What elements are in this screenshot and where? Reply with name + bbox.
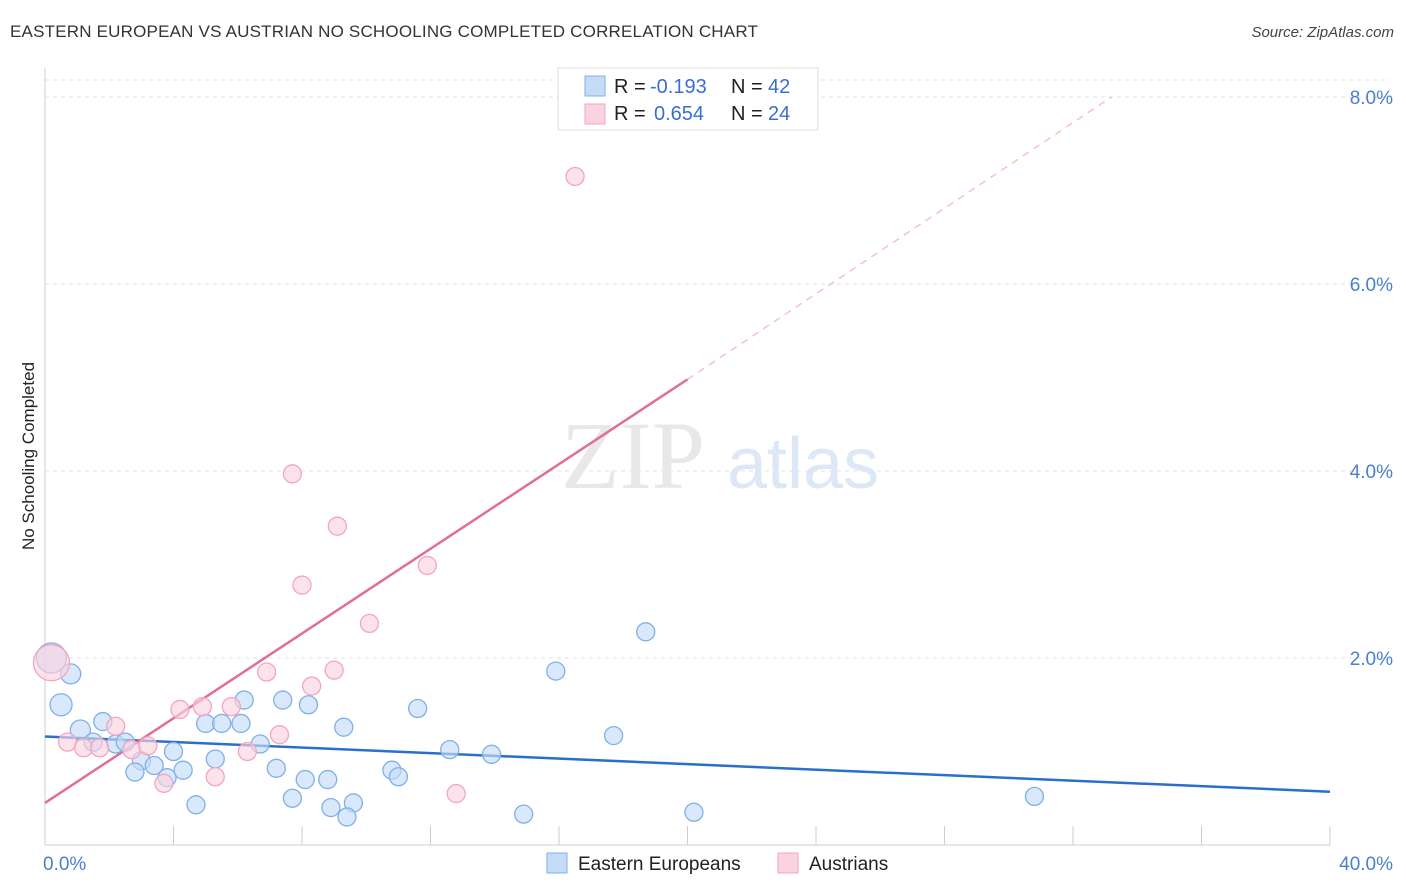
point-austrian-2 xyxy=(73,738,94,758)
point-eastern-37 xyxy=(321,797,341,818)
point-austrian-1 xyxy=(57,732,78,752)
point-austrian-11 xyxy=(221,696,241,717)
series-legend-label-eastern: Eastern Europeans xyxy=(578,854,741,875)
legend-r-label-austrian: R = xyxy=(614,103,646,125)
point-eastern-2 xyxy=(49,693,73,717)
watermark: ZIP atlas xyxy=(561,402,879,509)
watermark-atlas: atlas xyxy=(727,424,879,504)
watermark-zip: ZIP xyxy=(561,402,705,509)
point-eastern-14 xyxy=(195,713,216,734)
series-legend: Eastern Europeans Austrians xyxy=(546,852,888,875)
point-austrian-4 xyxy=(106,716,126,736)
point-eastern-38 xyxy=(337,807,357,827)
point-eastern-12 xyxy=(163,741,184,762)
point-austrian-5 xyxy=(122,739,142,760)
point-eastern-32 xyxy=(546,661,566,681)
point-eastern-20 xyxy=(266,758,286,778)
trend-line-0 xyxy=(44,735,1331,793)
point-eastern-35 xyxy=(186,795,206,815)
point-eastern-29 xyxy=(407,698,428,719)
tick-labels: 2.0% 4.0% 6.0% 8.0% 0.0% 40.0% xyxy=(43,88,1393,875)
point-eastern-28 xyxy=(388,767,409,787)
point-eastern-21 xyxy=(273,690,293,710)
point-eastern-22 xyxy=(295,769,315,790)
point-eastern-24 xyxy=(318,769,338,790)
point-eastern-23 xyxy=(298,695,319,715)
axes xyxy=(44,68,1331,846)
point-austrian-0 xyxy=(32,644,71,682)
point-austrian-21 xyxy=(417,555,437,576)
series-legend-swatch-austrian xyxy=(777,852,799,874)
point-eastern-16 xyxy=(205,749,225,769)
grid-lines xyxy=(45,79,1390,659)
point-eastern-15 xyxy=(212,713,232,734)
point-eastern-31 xyxy=(481,744,502,764)
point-eastern-39 xyxy=(514,804,534,824)
legend-r-value-eastern: -0.193 xyxy=(650,76,707,98)
point-austrian-9 xyxy=(192,696,213,717)
point-austrian-18 xyxy=(324,660,344,680)
stats-legend: R = -0.193 N = 42 R = 0.654 N = 24 xyxy=(557,67,819,131)
point-austrian-13 xyxy=(257,662,277,682)
point-austrian-22 xyxy=(446,783,466,804)
y-tick-label-0: 2.0% xyxy=(1350,649,1393,670)
point-austrian-7 xyxy=(154,773,174,793)
point-austrian-6 xyxy=(138,736,158,756)
point-austrian-10 xyxy=(205,767,225,787)
point-austrian-12 xyxy=(237,741,258,762)
point-eastern-40 xyxy=(684,802,704,822)
legend-n-value-eastern: 42 xyxy=(768,76,790,98)
data-points xyxy=(32,166,1045,827)
legend-r-label-eastern: R = xyxy=(614,76,646,98)
point-eastern-30 xyxy=(440,739,460,760)
legend-swatch-eastern xyxy=(584,75,606,97)
point-eastern-33 xyxy=(603,725,624,746)
point-austrian-20 xyxy=(359,613,380,634)
point-eastern-10 xyxy=(125,762,145,782)
point-eastern-17 xyxy=(231,713,251,734)
point-austrian-23 xyxy=(565,166,585,187)
point-austrian-14 xyxy=(269,725,290,745)
point-austrian-16 xyxy=(292,575,312,595)
legend-swatch-austrian xyxy=(584,103,606,125)
chart-title: EASTERN EUROPEAN VS AUSTRIAN NO SCHOOLIN… xyxy=(10,22,759,41)
point-austrian-15 xyxy=(282,464,303,484)
legend-n-label-eastern: N = xyxy=(731,76,763,98)
point-austrian-19 xyxy=(327,516,347,536)
point-austrian-17 xyxy=(301,676,322,696)
trend-extension-1 xyxy=(687,96,1112,380)
point-eastern-13 xyxy=(173,760,193,780)
series-legend-swatch-eastern xyxy=(546,852,568,874)
x-tick-label-0: 0.0% xyxy=(43,854,86,875)
point-austrian-3 xyxy=(89,738,110,758)
point-eastern-9 xyxy=(144,755,164,776)
y-axis-label: No Schooling Completed xyxy=(19,362,38,550)
point-eastern-25 xyxy=(334,717,354,737)
y-tick-label-3: 8.0% xyxy=(1350,88,1393,109)
y-tick-label-2: 6.0% xyxy=(1350,275,1393,296)
x-tick-label-1: 40.0% xyxy=(1339,854,1393,875)
point-austrian-8 xyxy=(170,699,190,720)
legend-n-label-austrian: N = xyxy=(731,103,763,125)
chart-source: Source: ZipAtlas.com xyxy=(1251,24,1394,41)
series-legend-label-austrian: Austrians xyxy=(809,854,888,875)
point-eastern-34 xyxy=(636,622,656,642)
point-eastern-41 xyxy=(1024,786,1045,807)
trend-line-1 xyxy=(44,378,689,804)
y-tick-label-1: 4.0% xyxy=(1350,462,1393,483)
legend-r-value-austrian: 0.654 xyxy=(654,103,704,125)
legend-n-value-austrian: 24 xyxy=(768,103,790,125)
point-eastern-36 xyxy=(282,788,303,808)
